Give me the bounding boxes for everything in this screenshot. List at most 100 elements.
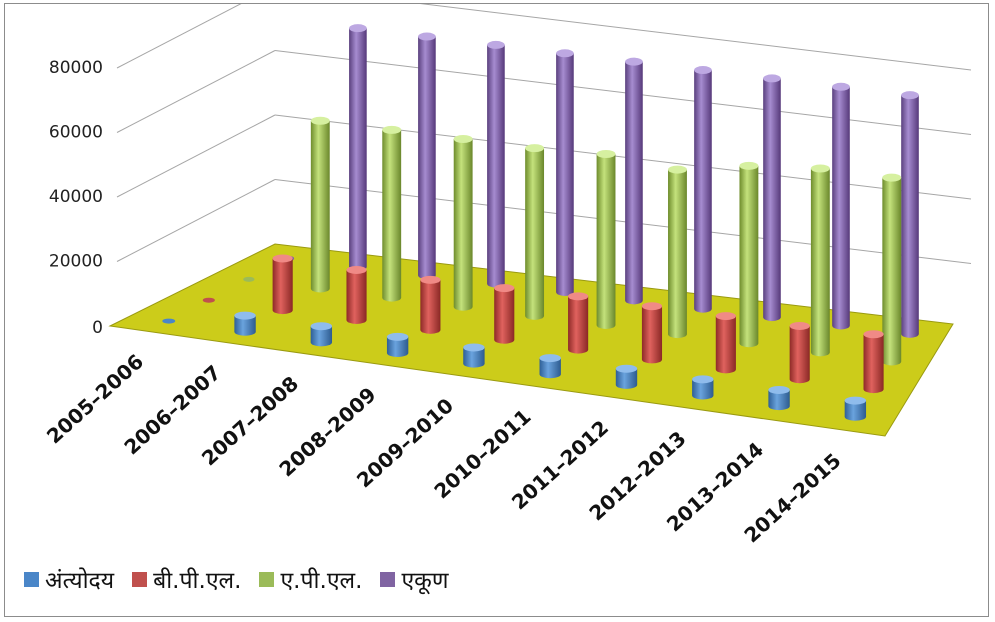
bar-3-5 (525, 148, 545, 320)
gridline-side (116, 50, 276, 133)
bar-top-3-3 (382, 125, 402, 134)
bar-2-6 (568, 296, 589, 354)
bar-top-4-5 (556, 49, 574, 58)
bar-3-1 (243, 276, 255, 282)
bar-top-2-2 (272, 254, 293, 263)
y-tick-label: 60000 (49, 123, 103, 143)
bar-top-3-9 (810, 164, 830, 173)
bar-top-4-7 (694, 66, 712, 75)
gridline-side (116, 4, 242, 69)
bar-3-7 (668, 169, 687, 339)
bar-top-2-6 (568, 292, 589, 301)
bar-2-2 (272, 258, 293, 315)
gridline-back (274, 114, 972, 200)
bar-top-1-8 (692, 375, 714, 384)
bar-top-3-6 (596, 150, 616, 159)
bar-1-6 (539, 358, 561, 379)
bar-4-10 (901, 95, 919, 338)
bar-3-8 (739, 165, 759, 348)
bar-top-1-7 (615, 364, 638, 373)
bar-top-4-8 (763, 74, 781, 83)
bar-2-8 (715, 316, 736, 374)
bar-2-4 (420, 279, 441, 334)
gridline-side (116, 114, 276, 198)
bar-3-9 (810, 168, 830, 357)
bar-top-1-2 (234, 311, 256, 320)
bar-4-8 (763, 78, 781, 322)
bar-top-3-8 (739, 161, 759, 170)
bar-top-4-4 (487, 40, 505, 49)
bar-top-3-7 (668, 165, 687, 174)
bar-top-3-10 (882, 173, 902, 182)
legend-label: अंत्योदय (45, 568, 115, 594)
gridline-back (274, 179, 972, 264)
bar-top-1-9 (768, 385, 790, 394)
legend: अंत्योदय बी.पी.एल. ए.पी.एल. एकूण (24, 563, 448, 595)
bar-top-4-6 (625, 57, 643, 66)
bar-4-3 (418, 36, 436, 280)
bar-4-4 (487, 44, 505, 288)
bar-top-2-8 (715, 312, 736, 321)
bar-top-4-9 (832, 82, 850, 91)
bar-1-3 (310, 326, 333, 347)
bar-2-5 (494, 288, 515, 344)
legend-swatch (132, 571, 148, 587)
bar-top-2-5 (494, 284, 515, 293)
bar-4-9 (832, 86, 850, 330)
bar-4-5 (556, 53, 574, 296)
bar-4-6 (625, 61, 643, 305)
bar-4-7 (694, 70, 712, 313)
bar-3-6 (596, 154, 616, 329)
bar-top-1-4 (386, 332, 409, 341)
legend-swatch (24, 571, 39, 587)
bar-top-2-7 (641, 302, 663, 311)
gridline-back (274, 50, 972, 135)
bar-1-2 (234, 315, 256, 336)
bar-3-4 (453, 138, 473, 311)
bar-top-2-4 (420, 275, 441, 284)
bar-top-3-4 (453, 134, 473, 143)
legend-item: बी.पी.एल. (132, 563, 241, 595)
bar-1-4 (386, 336, 409, 357)
bar-2-1 (202, 297, 215, 303)
bar-top-2-10 (863, 330, 884, 339)
bar-top-1-5 (463, 343, 485, 352)
bar-4-2 (349, 28, 367, 271)
bar-top-2-9 (789, 321, 810, 330)
bar-1-8 (692, 379, 714, 400)
y-tick-label: 40000 (49, 187, 103, 207)
bar-2-10 (863, 334, 884, 394)
chart-bars (162, 24, 919, 421)
chart-frame: 0 20000 40000 60000 80000 2005–2006 2006–2007… (4, 3, 989, 617)
bar-top-3-2 (310, 116, 330, 125)
bar-3-2 (310, 120, 330, 293)
gridline-back (419, 4, 972, 71)
legend-item: अंत्योदय (24, 563, 114, 595)
bar-top-1-10 (844, 396, 867, 405)
bar-2-9 (789, 325, 810, 384)
bar-2-7 (641, 306, 663, 364)
legend-item: ए.पी.एल. (259, 563, 362, 595)
bar-1-9 (768, 389, 790, 411)
bar-3-10 (882, 177, 902, 366)
bar-1-5 (463, 347, 485, 368)
bar-top-1-6 (539, 354, 561, 363)
legend-label: ए.पी.एल. (280, 568, 363, 594)
bar-top-4-3 (418, 32, 436, 41)
bar-top-4-10 (901, 91, 919, 100)
gridline-side (116, 179, 276, 262)
bar-top-2-3 (346, 265, 367, 274)
legend-label: बी.पी.एल. (153, 568, 242, 594)
y-tick-label: 80000 (49, 58, 103, 78)
bar-top-4-2 (349, 24, 367, 33)
legend-label: एकूण (401, 568, 449, 594)
bar-3-3 (382, 129, 402, 302)
bar-1-7 (615, 368, 638, 389)
legend-swatch (259, 571, 275, 587)
bar-2-3 (346, 269, 367, 324)
bar-1-10 (844, 400, 867, 421)
y-axis: 0 20000 40000 60000 80000 (49, 58, 103, 338)
legend-swatch (380, 571, 396, 587)
y-tick-label: 0 (92, 318, 103, 338)
